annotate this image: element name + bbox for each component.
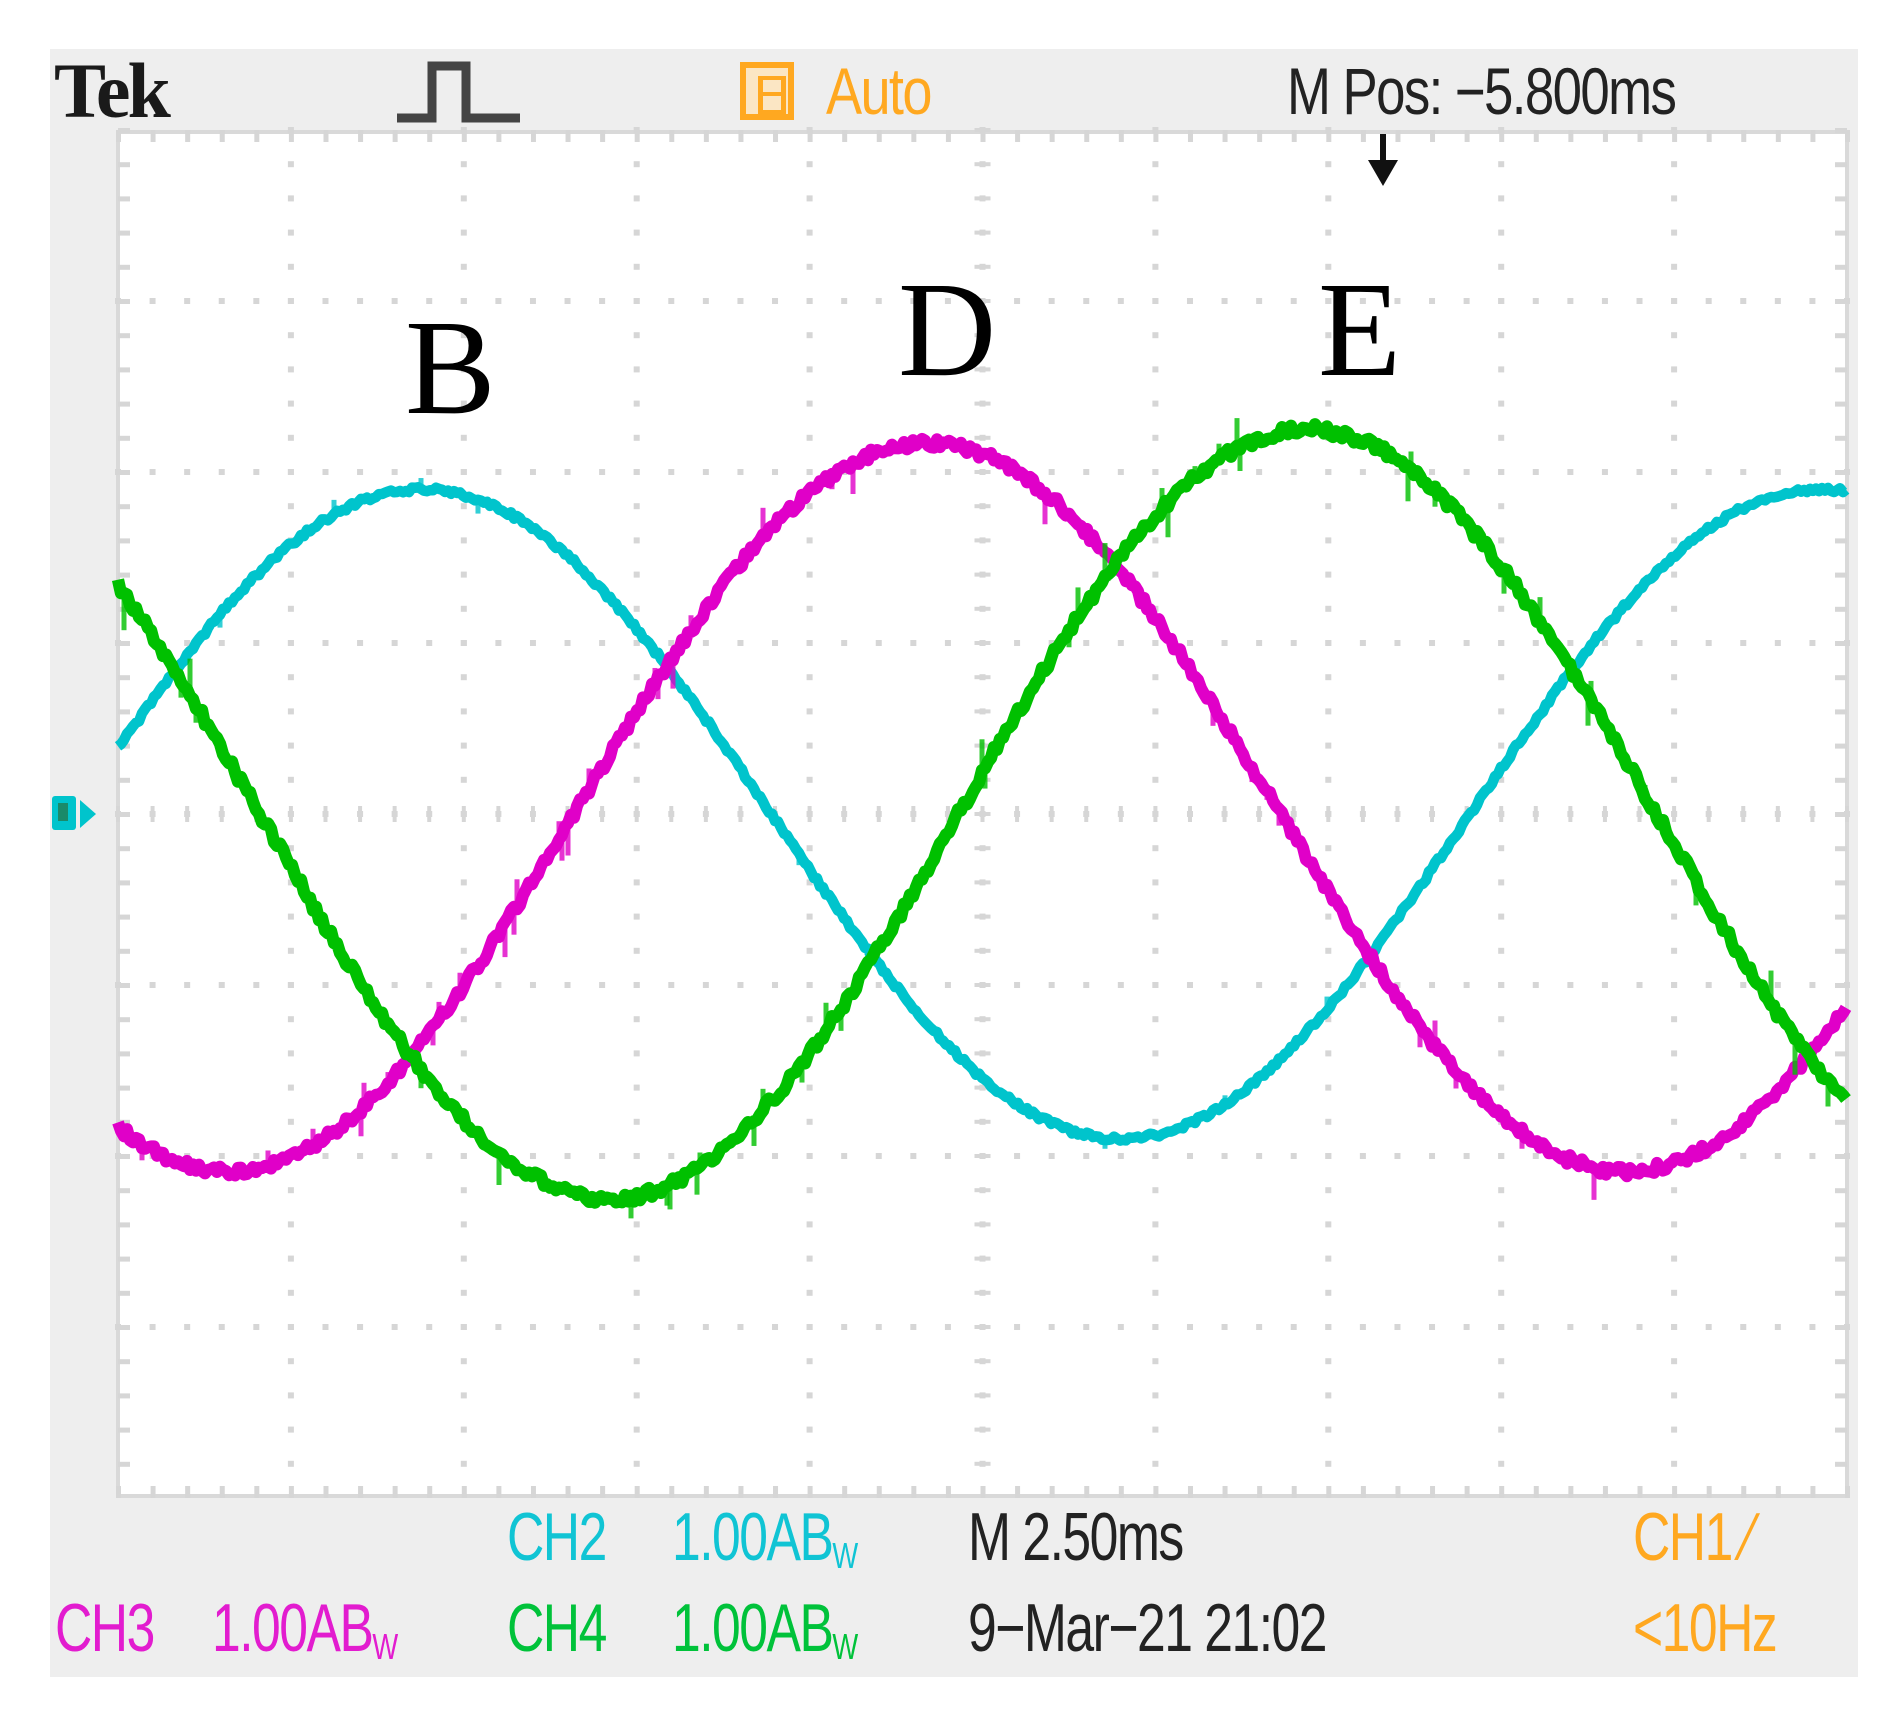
- pulse-trigger-icon: [397, 61, 520, 123]
- ch4-scale-value: 1.00A: [672, 1590, 801, 1666]
- ch2-scale: 1.00ABW: [672, 1503, 858, 1574]
- trigger-source: CH1 ∕: [1633, 1503, 1753, 1571]
- trigger-frequency: <10Hz: [1633, 1590, 1778, 1666]
- trigger-source-label: CH1: [1633, 1499, 1733, 1575]
- annotation-b: B: [405, 293, 496, 443]
- ch2-label: CH2: [507, 1499, 607, 1575]
- horizontal-position: M Pos: −5.800ms: [1287, 54, 1677, 128]
- ch3-scale-value: 1.00A: [212, 1590, 341, 1666]
- ch4-scale: 1.00ABW: [672, 1594, 858, 1665]
- ch4-bw-sub: W: [832, 1626, 859, 1667]
- ch4-label: CH4: [507, 1590, 607, 1666]
- brand-logo: Tek: [54, 47, 171, 134]
- ch2-trace: [114, 482, 1850, 1146]
- graticule-grid: [115, 127, 1850, 1498]
- acquisition-mode: Auto: [826, 54, 932, 128]
- trigger-position-arrow-icon: [1368, 134, 1398, 186]
- capture-datetime: 9−Mar−21 21:02: [968, 1590, 1328, 1666]
- ch2-bw-sub: W: [832, 1535, 859, 1576]
- waveform-traces: [111, 418, 1852, 1219]
- annotation-e: E: [1318, 255, 1402, 405]
- ch3-label: CH3: [55, 1590, 155, 1666]
- ch2-bw-limit-icon: B: [799, 1499, 833, 1575]
- ch3-scale: 1.00ABW: [212, 1594, 398, 1665]
- ch3-bw-limit-icon: B: [339, 1590, 373, 1666]
- ch4-bw-limit-icon: B: [799, 1590, 833, 1666]
- timebase: M 2.50ms: [968, 1499, 1184, 1575]
- rising-edge-icon: ∕: [1744, 1499, 1754, 1575]
- ch2-ground-marker-icon[interactable]: [52, 796, 96, 830]
- ch3-bw-sub: W: [372, 1626, 399, 1667]
- ch2-scale-value: 1.00A: [672, 1499, 801, 1575]
- run-stop-icon: [740, 62, 794, 120]
- annotation-d: D: [898, 255, 997, 405]
